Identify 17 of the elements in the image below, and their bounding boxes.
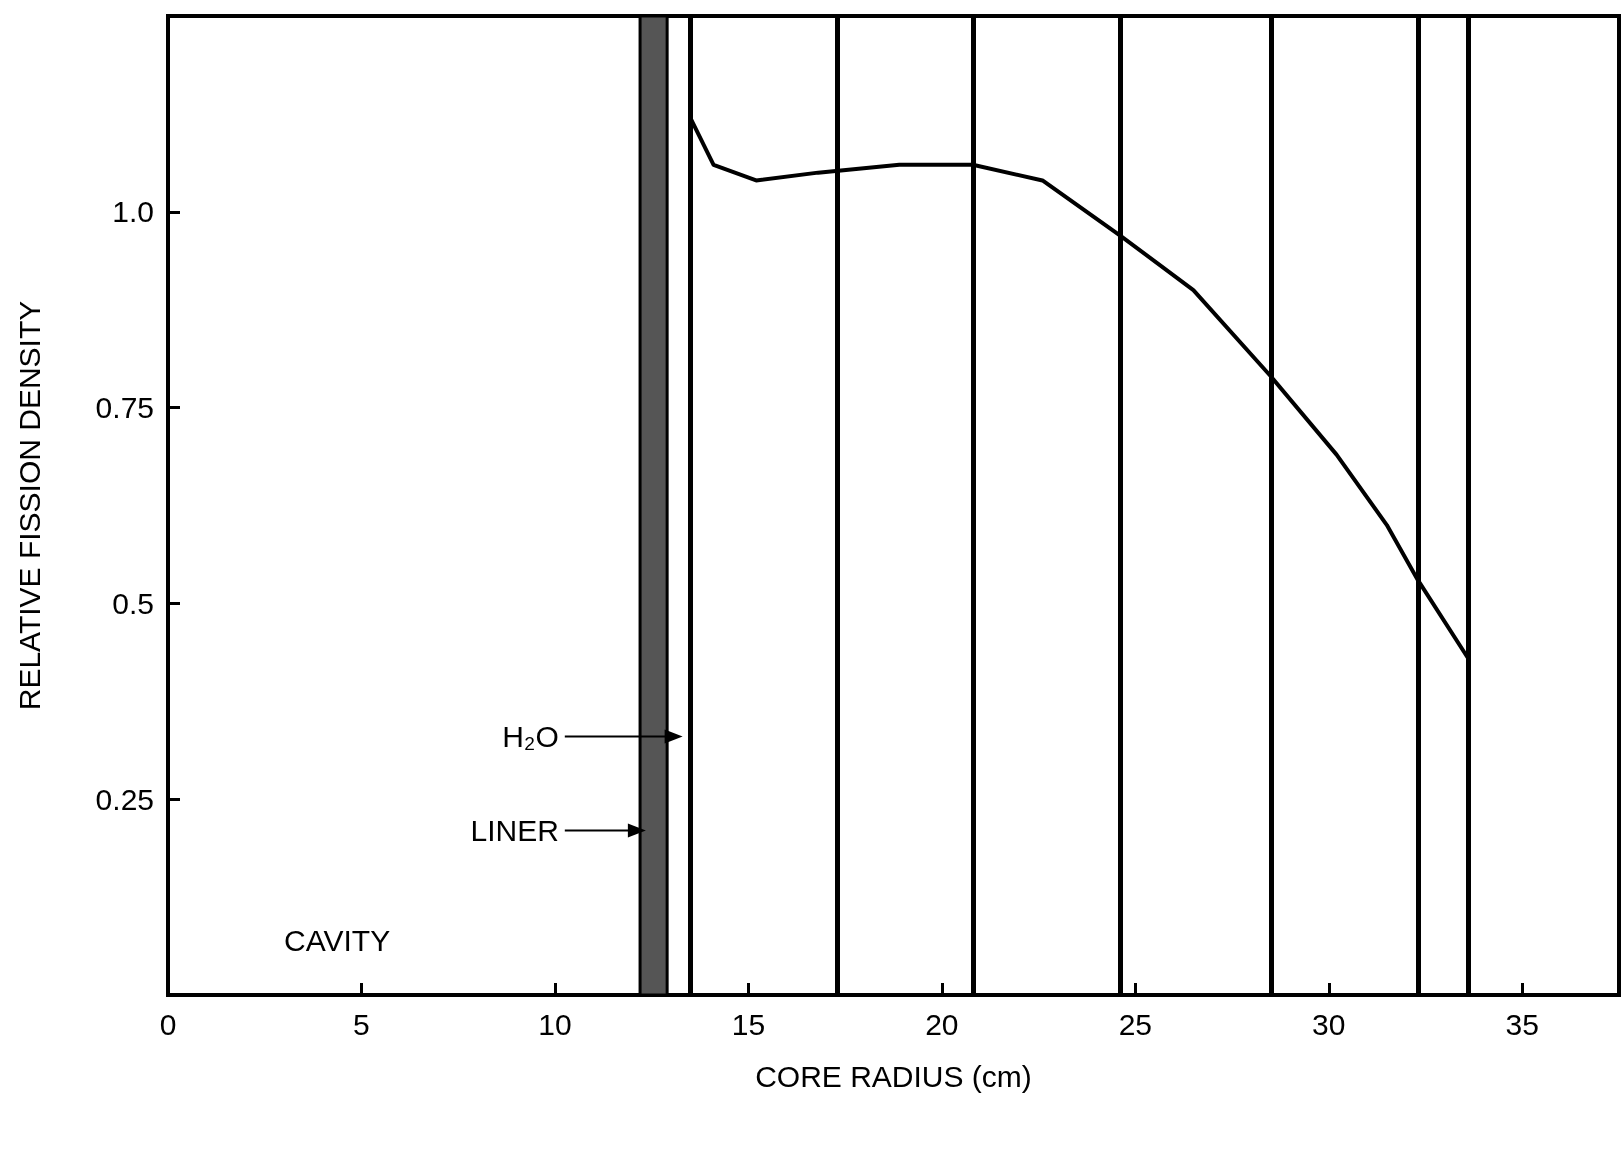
y-axis-title: RELATIVE FISSION DENSITY xyxy=(12,300,46,711)
x-tick-label: 5 xyxy=(353,1007,370,1041)
annotation: CAVITY xyxy=(284,923,391,957)
x-tick-label: 25 xyxy=(1118,1007,1153,1041)
x-axis-title: CORE RADIUS (cm) xyxy=(755,1059,1032,1093)
annotation: H₂O xyxy=(502,720,559,754)
x-tick-label: 20 xyxy=(925,1007,959,1041)
x-tick-label: 30 xyxy=(1312,1007,1346,1041)
annotation: LINER xyxy=(470,814,559,848)
y-tick-label: 0.25 xyxy=(95,782,154,816)
x-tick-label: 10 xyxy=(538,1007,572,1041)
y-tick-label: 1.0 xyxy=(112,195,154,229)
y-tick-label: 0.5 xyxy=(112,586,154,620)
x-tick-label: 0 xyxy=(159,1007,177,1041)
x-tick-label: 15 xyxy=(731,1007,766,1041)
y-tick-label: 0.75 xyxy=(95,391,154,425)
x-tick-label: 35 xyxy=(1505,1007,1539,1041)
